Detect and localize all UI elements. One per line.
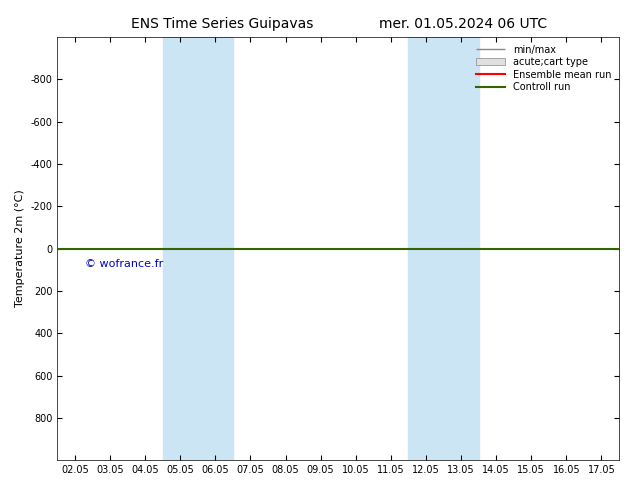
Legend: min/max, acute;cart type, Ensemble mean run, Controll run: min/max, acute;cart type, Ensemble mean … <box>473 42 614 95</box>
Bar <box>408 37 479 460</box>
Text: © wofrance.fr: © wofrance.fr <box>86 259 164 269</box>
Text: ENS Time Series Guipavas: ENS Time Series Guipavas <box>131 17 313 31</box>
Y-axis label: Temperature 2m (°C): Temperature 2m (°C) <box>15 190 25 307</box>
Text: mer. 01.05.2024 06 UTC: mer. 01.05.2024 06 UTC <box>378 17 547 31</box>
Bar <box>163 37 233 460</box>
